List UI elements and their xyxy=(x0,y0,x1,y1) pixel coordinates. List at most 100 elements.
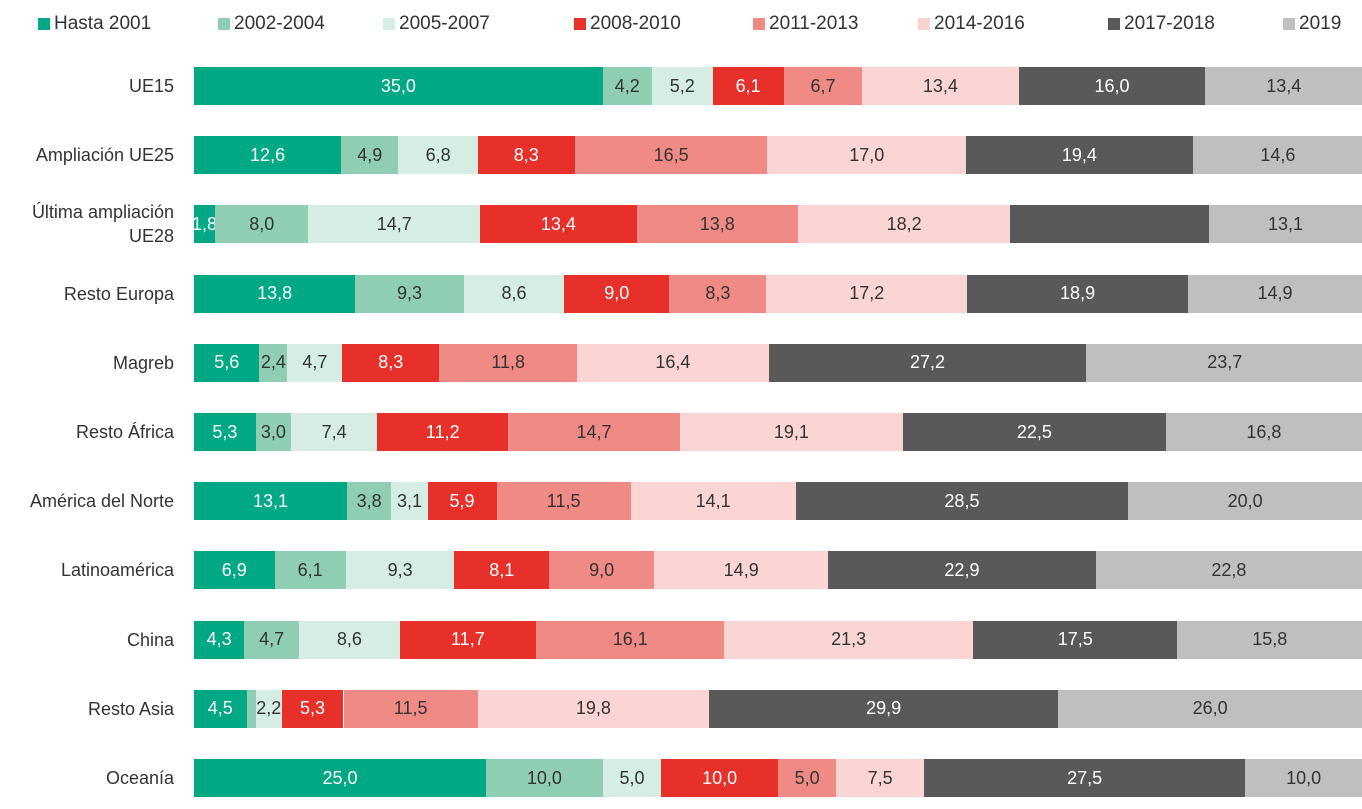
data-label: 17,0 xyxy=(849,144,885,165)
bar-segment: 13,8 xyxy=(636,205,798,244)
legend-item: 2014-2016 xyxy=(918,12,1025,36)
data-label: 12,6 xyxy=(250,144,286,165)
bar-segment: 16,1 xyxy=(536,620,725,659)
bar-segment: 5,9 xyxy=(427,482,497,521)
data-label: 25,0 xyxy=(322,767,358,788)
bar-segment: 21,3 xyxy=(724,620,974,659)
bar-segment: 5,0 xyxy=(778,759,837,797)
bar-segment: 4,5 xyxy=(194,689,247,728)
legend-item: 2005-2007 xyxy=(383,12,490,36)
bar-segment: 29,9 xyxy=(709,689,1059,728)
bar-segment: 13,4 xyxy=(1205,67,1362,105)
data-label: 16,5 xyxy=(653,144,689,165)
data-label: 2,4 xyxy=(260,352,286,373)
data-label: 17,5 xyxy=(1057,629,1093,650)
data-label: 4,5 xyxy=(207,698,233,719)
legend-item: 2002-2004 xyxy=(218,12,325,36)
legend-label: 2017-2018 xyxy=(1124,13,1215,34)
bar-segment: 6,1 xyxy=(274,551,346,590)
legend-swatch xyxy=(574,18,586,30)
bar-segment: 11,5 xyxy=(343,689,478,728)
bar-segment: 35,0 xyxy=(194,67,603,105)
category-label: China xyxy=(126,629,174,650)
bar-segment: 8,6 xyxy=(299,620,400,659)
legend-label: 2005-2007 xyxy=(399,13,490,34)
bar-segment: 22,8 xyxy=(1095,551,1362,590)
data-label: 18,9 xyxy=(1060,283,1096,304)
data-label: 8,6 xyxy=(336,629,362,650)
data-label: 7,5 xyxy=(867,767,893,788)
legend-item: 2011-2013 xyxy=(753,12,858,36)
data-label: 13,8 xyxy=(699,213,735,234)
bar-segment: 13,4 xyxy=(480,205,637,244)
data-label: 17,2 xyxy=(849,283,885,304)
legend-item: Hasta 2001 xyxy=(38,12,151,36)
legend-label: 2011-2013 xyxy=(769,13,859,34)
bar-segment: 28,5 xyxy=(795,482,1129,521)
data-label: 8,3 xyxy=(378,352,404,373)
legend-item: 2019 xyxy=(1283,12,1341,36)
legend-label: Hasta 2001 xyxy=(54,13,152,34)
bar-segment: 13,1 xyxy=(1208,205,1362,244)
data-label: 14,7 xyxy=(576,421,612,442)
category-label: América del Norte xyxy=(29,491,174,512)
data-label: 6,9 xyxy=(221,559,247,580)
data-label: 9,3 xyxy=(387,559,413,580)
data-label: 13,1 xyxy=(1267,213,1303,234)
data-label: 13,1 xyxy=(252,490,289,511)
category-label: Resto África xyxy=(75,422,174,442)
category-label: Oceanía xyxy=(105,768,174,788)
bar-segment: 9,3 xyxy=(355,274,464,313)
bar-segment: 11,8 xyxy=(439,343,578,382)
data-label: 5,9 xyxy=(449,490,475,511)
data-label: 18,2 xyxy=(886,213,922,234)
bar-segment: 19,1 xyxy=(679,413,903,451)
bar-segment: 14,7 xyxy=(508,413,680,451)
bar-segment: 4,9 xyxy=(341,136,399,175)
bar-segment: 17,2 xyxy=(766,274,968,313)
bar-segment: 8,1 xyxy=(454,551,550,590)
bar-segment: 25,0 xyxy=(194,759,486,797)
bar-segment: 16,0 xyxy=(1018,67,1206,105)
bar-segment: 1,8 xyxy=(192,205,217,244)
legend-swatch xyxy=(1283,18,1295,30)
data-label: 5,0 xyxy=(794,767,820,788)
bar-segment: 15,8 xyxy=(1177,620,1362,659)
bar-segment: 3,1 xyxy=(391,482,428,521)
bar-segment: 3,8 xyxy=(347,482,392,521)
data-label: 5,0 xyxy=(619,767,645,788)
bar-segment: 14,1 xyxy=(630,482,796,521)
legend-item: 2008-2010 xyxy=(574,12,681,36)
legend-swatch xyxy=(753,18,765,30)
data-label: 26,0 xyxy=(1192,698,1228,719)
bar-segment: 6,7 xyxy=(783,67,863,105)
data-label: 9,0 xyxy=(604,283,630,304)
data-label: 16,8 xyxy=(1246,421,1282,442)
data-label: 3,1 xyxy=(396,490,422,511)
legend-item: 2017-2018 xyxy=(1108,12,1215,36)
legend-label: 2019 xyxy=(1299,13,1342,34)
bar-segment: 27,2 xyxy=(768,343,1087,382)
bar-segment: 20,0 xyxy=(1128,482,1362,521)
data-label: 4,9 xyxy=(357,144,383,165)
bar-segment: 6,9 xyxy=(194,551,275,590)
bar-segment: 7,4 xyxy=(290,413,378,451)
bar-segment: 16,8 xyxy=(1165,413,1362,451)
bar-segment: 16,4 xyxy=(577,343,769,382)
legend-swatch xyxy=(1108,18,1120,30)
data-label: 3,8 xyxy=(356,490,382,511)
data-label: 8,3 xyxy=(705,283,731,304)
bar-segment: 8,0 xyxy=(215,205,309,244)
legend-label: 2014-2016 xyxy=(934,13,1025,34)
legend-swatch xyxy=(383,18,395,30)
bar-segment: 5,3 xyxy=(281,689,344,728)
data-label: 8,1 xyxy=(489,559,515,580)
data-label: 14,7 xyxy=(376,213,412,234)
bar-segment: 8,3 xyxy=(669,274,767,313)
data-label: 11,7 xyxy=(451,629,485,650)
bar-segment: 27,5 xyxy=(924,759,1246,797)
data-label: 27,5 xyxy=(1067,767,1103,788)
bar-segment: 11,5 xyxy=(496,482,631,521)
bar-segment: 4,7 xyxy=(244,620,300,659)
bar-segment: 10,0 xyxy=(1245,759,1362,797)
